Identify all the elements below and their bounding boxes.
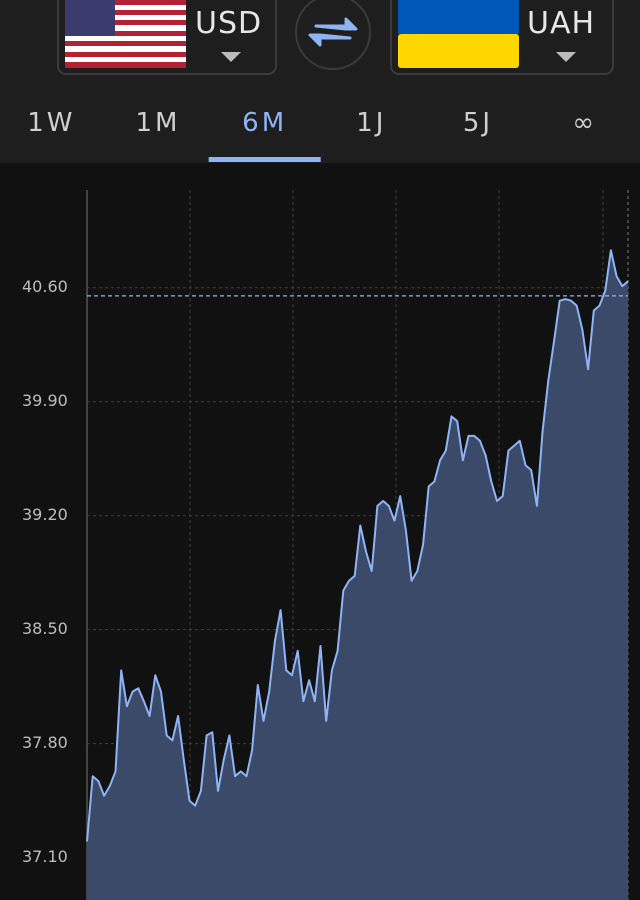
active-tab-indicator <box>208 157 321 162</box>
swap-circle <box>295 0 371 70</box>
from-selector[interactable]: USD <box>57 0 277 75</box>
period-tab[interactable]: 1M <box>136 108 181 138</box>
us-flag <box>65 0 186 68</box>
selector-box <box>390 0 614 75</box>
to-selector[interactable]: UAH <box>390 0 614 75</box>
y-tick-label: 40.60 <box>22 277 68 296</box>
to-currency: UAH <box>527 6 595 41</box>
price-line <box>86 249 629 842</box>
dropdown-arrow <box>221 52 241 62</box>
period-tab[interactable]: 5J <box>463 108 493 138</box>
period-tab[interactable]: 1J <box>356 108 386 138</box>
ua-flag <box>398 0 519 68</box>
y-tick-label: 39.90 <box>22 391 68 410</box>
y-tick-label: 37.10 <box>22 847 68 866</box>
y-tick-label: 37.80 <box>22 733 68 752</box>
area-fill <box>87 250 628 900</box>
period-tabs: 1W 1M 6M 1J 5J ∞ <box>27 108 597 162</box>
period-tab[interactable]: 6M <box>242 108 287 138</box>
chart: 37.10 37.80 38.50 39.20 39.90 40.60 <box>22 190 629 900</box>
selector-box <box>57 0 277 75</box>
y-tick-label: 38.50 <box>22 619 68 638</box>
y-tick-label: 39.20 <box>22 505 68 524</box>
period-tab[interactable]: 1W <box>27 108 75 138</box>
swap-button[interactable] <box>295 0 371 70</box>
swap-icon <box>308 17 358 47</box>
period-tab[interactable]: ∞ <box>572 108 597 138</box>
from-currency: USD <box>195 6 262 41</box>
dropdown-arrow <box>556 52 576 62</box>
